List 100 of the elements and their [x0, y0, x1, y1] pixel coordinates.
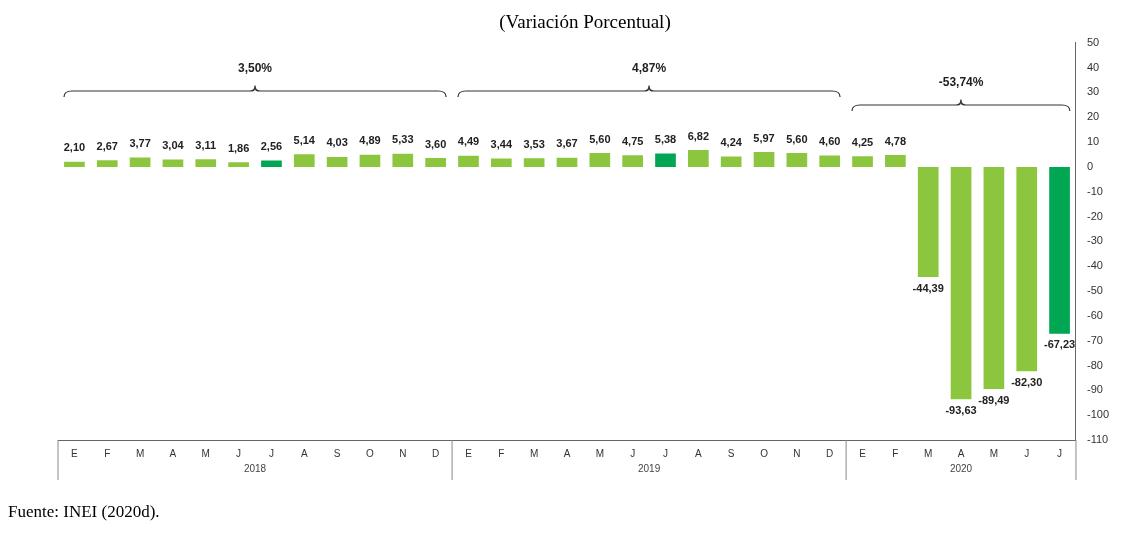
- x-tick-label: M: [135, 447, 145, 459]
- bar: [622, 155, 644, 167]
- bar: [326, 156, 348, 167]
- x-tick-label: M: [924, 447, 933, 459]
- x-tick-label: E: [465, 447, 473, 459]
- bar: [162, 159, 184, 167]
- data-label: 4,89: [359, 134, 381, 147]
- data-label: 5,60: [786, 132, 808, 145]
- data-label: -89,49: [978, 393, 1010, 406]
- y-tick-label: 10: [1086, 135, 1100, 148]
- y-tick-label: -100: [1086, 408, 1110, 421]
- data-label: 3,67: [556, 137, 578, 150]
- bar: [1049, 166, 1070, 334]
- x-tick-label: S: [727, 447, 735, 459]
- x-tick-label: F: [892, 447, 899, 459]
- x-tick-label: M: [595, 447, 604, 459]
- bar: [819, 155, 841, 167]
- data-label: 3,04: [162, 138, 185, 151]
- x-tick-label: J: [663, 447, 669, 459]
- y-tick-label: -40: [1086, 259, 1103, 272]
- source-note: Fuente: INEI (2020d).: [8, 502, 161, 522]
- x-tick-label: A: [563, 447, 571, 459]
- x-tick-label: E: [71, 447, 79, 459]
- bar: [983, 166, 1005, 390]
- y-tick-label: 20: [1086, 110, 1100, 123]
- data-label: 5,33: [392, 133, 414, 146]
- y-tick-label: 50: [1086, 35, 1100, 48]
- y-tick-label: -90: [1086, 383, 1103, 396]
- data-label: -44,39: [912, 281, 944, 294]
- text: 2019: [637, 462, 661, 474]
- bar: [720, 156, 742, 167]
- data-label: 4,25: [851, 135, 874, 148]
- bar: [917, 166, 939, 278]
- y-tick-label: 40: [1086, 60, 1100, 73]
- y-tick-label: -20: [1086, 209, 1103, 222]
- bar: [786, 153, 808, 167]
- x-tick-label: F: [104, 447, 111, 459]
- x-tick-label: M: [201, 447, 210, 459]
- x-tick-label: D: [432, 447, 440, 459]
- y-tick-label: -80: [1086, 358, 1103, 371]
- x-tick-label: J: [1057, 447, 1063, 459]
- y-tick-label: 0: [1086, 159, 1094, 172]
- x-tick-label: O: [760, 447, 769, 459]
- data-label: 3,11: [195, 138, 217, 151]
- bar: [195, 159, 217, 167]
- y-tick-label: -60: [1086, 308, 1103, 321]
- data-label: 2,10: [63, 141, 86, 154]
- data-label: 3,77: [129, 137, 151, 150]
- x-tick-label: J: [630, 447, 636, 459]
- data-label: -93,63: [945, 403, 977, 416]
- x-tick-label: F: [498, 447, 505, 459]
- bar: [753, 152, 775, 167]
- bar: [523, 158, 545, 167]
- x-tick-label: O: [366, 447, 375, 459]
- bar: [359, 154, 381, 167]
- data-label: 5,38: [654, 133, 677, 146]
- data-label: 5,60: [589, 132, 611, 145]
- data-label: 3,60: [424, 137, 447, 150]
- text: 2020: [949, 462, 973, 474]
- data-label: 3,53: [523, 137, 545, 150]
- x-tick-label: E: [859, 447, 867, 459]
- data-label: -67,23: [1043, 338, 1076, 351]
- bar: [425, 157, 446, 167]
- y-tick-label: 30: [1086, 85, 1100, 98]
- x-tick-label: J: [236, 447, 242, 459]
- x-tick-label: J: [1024, 447, 1030, 459]
- bar: [392, 153, 414, 167]
- y-tick-label: -110: [1086, 433, 1109, 446]
- bar: [885, 155, 906, 167]
- data-label: 4,24: [720, 135, 743, 148]
- y-tick-label: -10: [1086, 184, 1103, 197]
- bar: [96, 160, 118, 167]
- data-label: 4,49: [457, 135, 480, 148]
- bar: [1016, 166, 1038, 372]
- x-tick-label: A: [169, 447, 177, 459]
- bar: [655, 153, 676, 167]
- data-label: 2,67: [96, 139, 118, 152]
- data-label: 2,56: [260, 140, 283, 153]
- data-label: 4,78: [884, 134, 907, 147]
- bar: [458, 155, 479, 167]
- bar: [688, 149, 709, 167]
- bar: [556, 157, 578, 167]
- x-tick-label: N: [399, 447, 407, 459]
- data-label: -82,30: [1011, 375, 1043, 388]
- annotation: 4,87%: [632, 61, 667, 76]
- annotation: -53,74%: [938, 75, 984, 90]
- bar: [129, 157, 151, 167]
- x-tick-label: D: [826, 447, 834, 459]
- bar: [228, 162, 249, 167]
- data-label: 5,97: [753, 131, 775, 144]
- data-label: 4,75: [621, 134, 644, 147]
- chart-title: (Variación Porcentual): [499, 11, 671, 34]
- data-label: 4,60: [818, 135, 841, 148]
- data-label: 3,44: [490, 137, 513, 150]
- y-tick-label: -50: [1086, 284, 1103, 297]
- bar: [293, 154, 315, 167]
- x-tick-label: M: [989, 447, 999, 459]
- x-tick-label: N: [793, 447, 801, 459]
- annotation: 3,50%: [238, 61, 273, 76]
- bar: [852, 156, 873, 167]
